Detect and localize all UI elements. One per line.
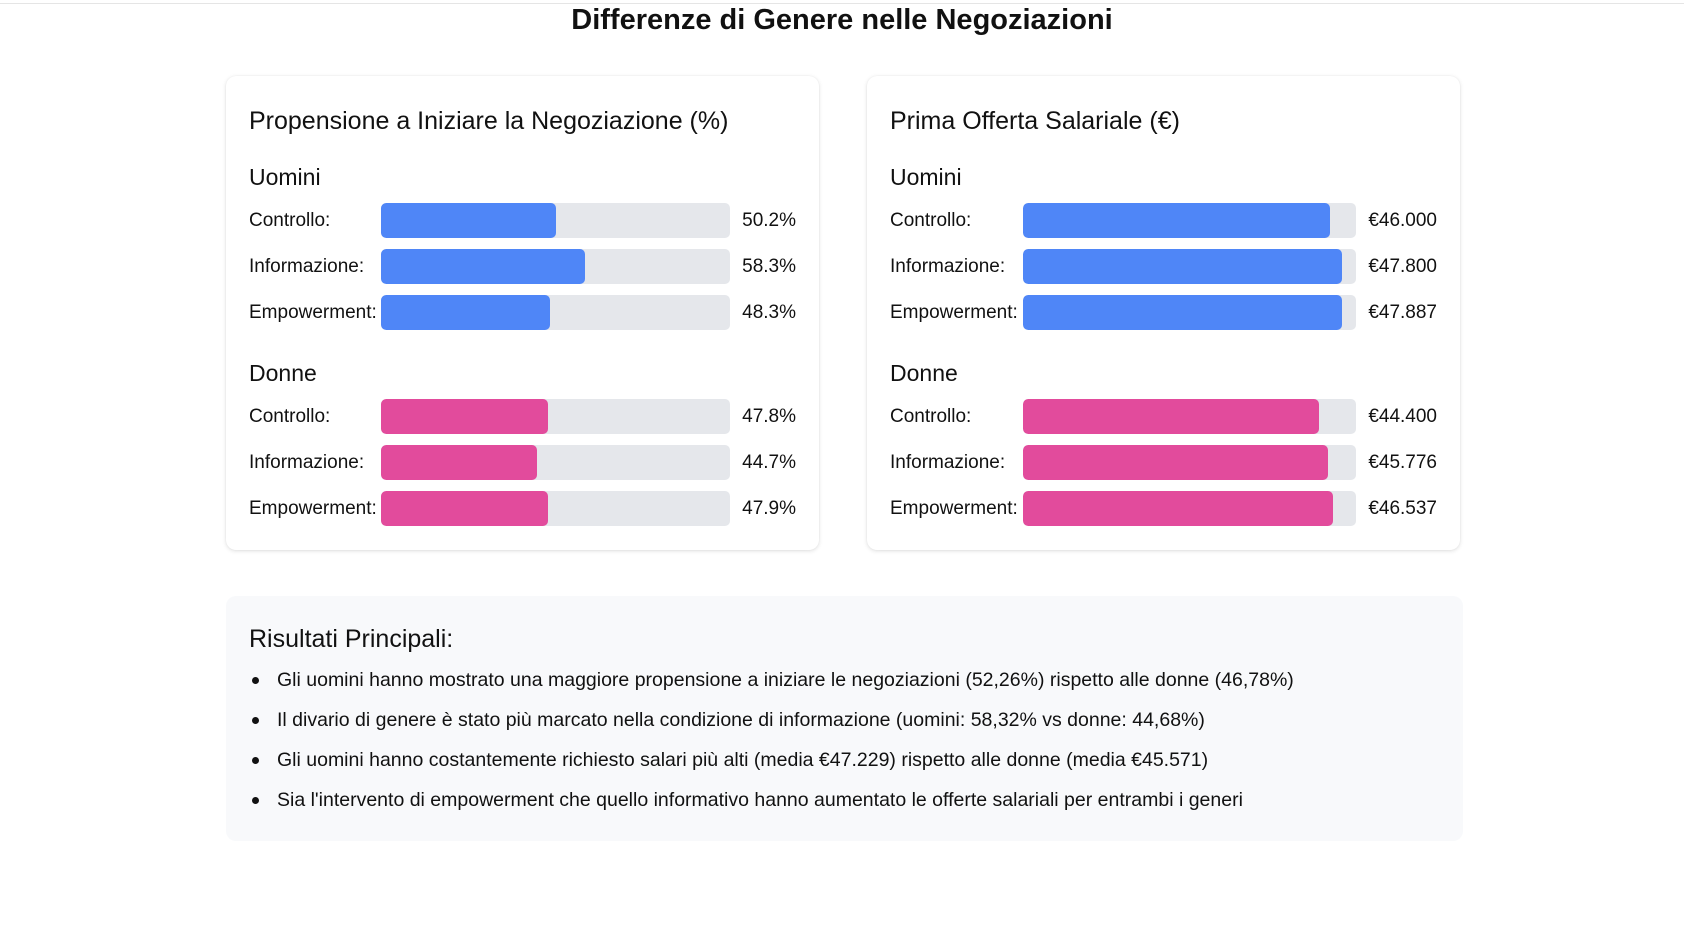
- bar-row: Controllo: 47.8%: [249, 399, 796, 434]
- bar-label: Informazione:: [249, 255, 365, 277]
- bar-value-label: €47.887: [1368, 301, 1437, 323]
- salary-chart-card: Prima Offerta Salariale (€) Uomini Contr…: [867, 76, 1460, 550]
- bar-row: Controllo: 50.2%: [249, 203, 796, 238]
- bar-fill: [381, 203, 557, 238]
- bar-fill: [1023, 399, 1320, 434]
- group-title-uomini: Uomini: [249, 164, 321, 190]
- bar-row: Controllo: €46.000: [890, 203, 1437, 238]
- group-title-donne: Donne: [249, 360, 317, 386]
- result-text: Gli uomini hanno costantemente richiesto…: [277, 749, 1209, 771]
- bar-track: [381, 445, 731, 480]
- bar-group-donne: Controllo: 47.8% Informazione: 44.7% Empower…: [249, 399, 796, 526]
- bar-label: Controllo:: [249, 209, 331, 231]
- bar-track: [381, 399, 731, 434]
- bar-track: [1023, 295, 1357, 330]
- bar-row: Controllo: €44.400: [890, 399, 1437, 434]
- group-title-uomini: Uomini: [890, 164, 962, 190]
- bar-value-label: 47.8%: [742, 405, 796, 427]
- bar-fill: [1023, 295, 1343, 330]
- bullet-icon: [252, 797, 259, 804]
- bar-label: Informazione:: [890, 451, 1006, 473]
- chart-title: Prima Offerta Salariale (€): [890, 107, 1180, 135]
- bar-value-label: €46.000: [1368, 209, 1437, 231]
- bar-fill: [381, 249, 585, 284]
- bar-track: [381, 295, 731, 330]
- group-title-donne: Donne: [890, 360, 958, 386]
- result-text: Gli uomini hanno mostrato una maggiore p…: [277, 669, 1294, 691]
- bar-group-uomini: Controllo: 50.2% Informazione: 58.3% Empower…: [249, 203, 796, 330]
- bar-fill: [381, 399, 548, 434]
- bar-row: Informazione: 58.3%: [249, 249, 796, 284]
- bar-label: Empowerment:: [249, 301, 377, 323]
- bar-value-label: 50.2%: [742, 209, 796, 231]
- bar-row: Empowerment: €46.537: [890, 491, 1437, 526]
- result-item: Il divario di genere è stato più marcato…: [249, 706, 1440, 734]
- result-item: Sia l'intervento di empowerment che quel…: [249, 786, 1440, 814]
- bar-label: Empowerment:: [890, 497, 1018, 519]
- result-item: Gli uomini hanno costantemente richiesto…: [249, 746, 1440, 774]
- bar-group-uomini: Controllo: €46.000 Informazione: €47.800 Emp…: [890, 203, 1437, 330]
- bar-label: Controllo:: [249, 405, 331, 427]
- bar-fill: [381, 295, 550, 330]
- results-list: Gli uomini hanno mostrato una maggiore p…: [249, 666, 1440, 814]
- bar-value-label: 48.3%: [742, 301, 796, 323]
- bar-value-label: €47.800: [1368, 255, 1437, 277]
- bar-track: [381, 249, 731, 284]
- bar-track: [381, 491, 731, 526]
- top-divider: [0, 3, 1684, 4]
- bar-row: Informazione: €45.776: [890, 445, 1437, 480]
- bar-track: [1023, 491, 1357, 526]
- bar-value-label: 58.3%: [742, 255, 796, 277]
- result-text: Il divario di genere è stato più marcato…: [277, 709, 1205, 731]
- bar-row: Empowerment: 48.3%: [249, 295, 796, 330]
- bar-label: Controllo:: [890, 405, 972, 427]
- bar-value-label: 47.9%: [742, 497, 796, 519]
- bar-label: Informazione:: [890, 255, 1006, 277]
- results-title: Risultati Principali:: [249, 625, 454, 653]
- bar-track: [1023, 445, 1357, 480]
- bar-track: [381, 203, 731, 238]
- propensity-chart-card: Propensione a Iniziare la Negoziazione (…: [226, 76, 819, 550]
- bar-row: Empowerment: 47.9%: [249, 491, 796, 526]
- bar-row: Informazione: €47.800: [890, 249, 1437, 284]
- bar-fill: [1023, 445, 1329, 480]
- bullet-icon: [252, 717, 259, 724]
- chart-title: Propensione a Iniziare la Negoziazione (…: [249, 107, 729, 135]
- bar-track: [1023, 203, 1357, 238]
- bar-fill: [381, 445, 538, 480]
- bar-label: Empowerment:: [249, 497, 377, 519]
- bullet-icon: [252, 677, 259, 684]
- result-text: Sia l'intervento di empowerment che quel…: [277, 789, 1243, 811]
- bar-row: Informazione: 44.7%: [249, 445, 796, 480]
- page-title: Differenze di Genere nelle Negoziazioni: [571, 4, 1113, 36]
- bar-label: Informazione:: [249, 451, 365, 473]
- bar-row: Empowerment: €47.887: [890, 295, 1437, 330]
- bar-label: Empowerment:: [890, 301, 1018, 323]
- bar-fill: [1023, 491, 1334, 526]
- bar-label: Controllo:: [890, 209, 972, 231]
- bar-track: [1023, 399, 1357, 434]
- bar-value-label: €44.400: [1368, 405, 1437, 427]
- bullet-icon: [252, 757, 259, 764]
- bar-value-label: 44.7%: [742, 451, 796, 473]
- bar-fill: [1023, 203, 1330, 238]
- results-panel: Risultati Principali: Gli uomini hanno m…: [226, 596, 1463, 841]
- bar-group-donne: Controllo: €44.400 Informazione: €45.776 Emp…: [890, 399, 1437, 526]
- bar-value-label: €45.776: [1368, 451, 1437, 473]
- result-item: Gli uomini hanno mostrato una maggiore p…: [249, 666, 1440, 694]
- bar-value-label: €46.537: [1368, 497, 1437, 519]
- bar-track: [1023, 249, 1357, 284]
- bar-fill: [1023, 249, 1342, 284]
- bar-fill: [381, 491, 549, 526]
